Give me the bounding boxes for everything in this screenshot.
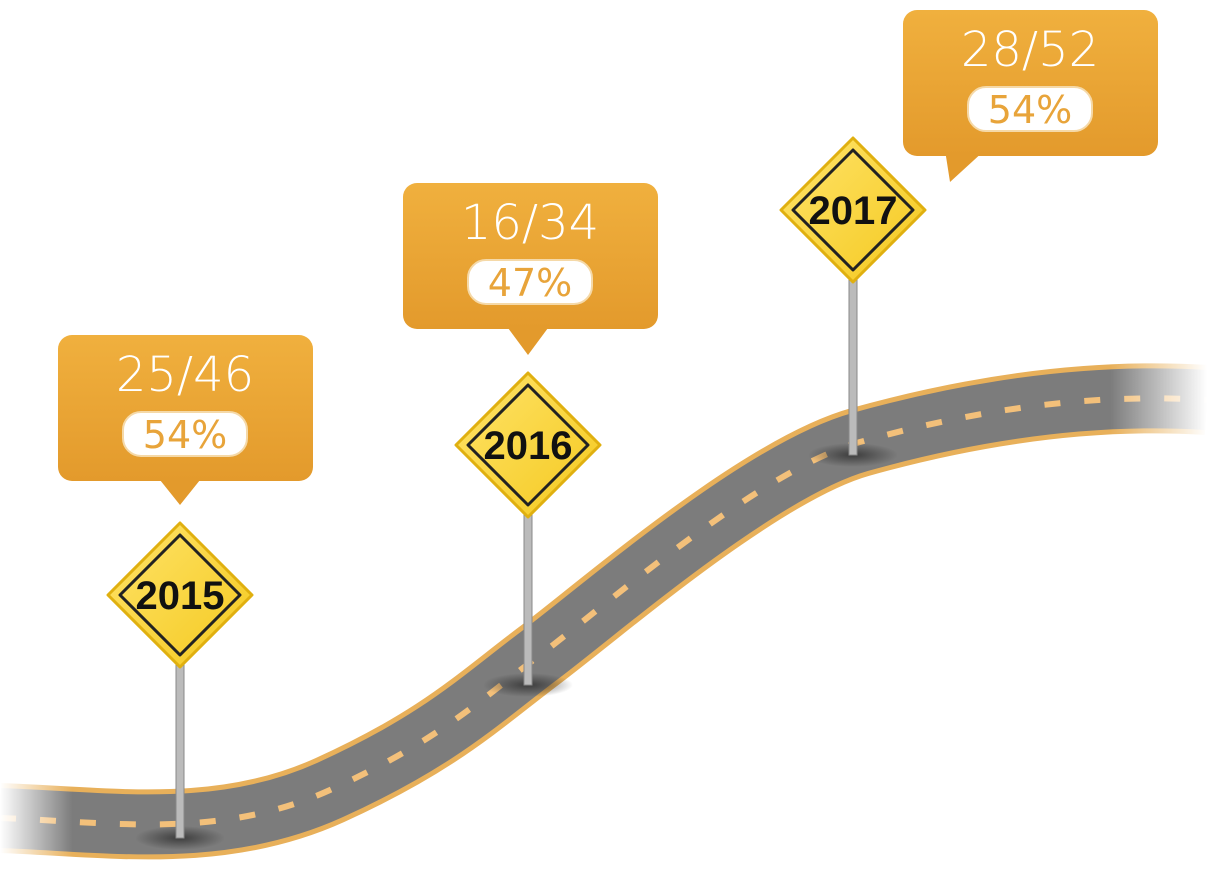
sign-border <box>118 533 242 657</box>
percent-pill <box>967 86 1093 132</box>
post <box>848 269 858 456</box>
sign-year: 2015 <box>136 574 225 618</box>
percent: 47% <box>488 261 572 305</box>
post <box>523 504 533 686</box>
ratio: 16/34 <box>461 195 599 251</box>
sign-year: 2016 <box>484 424 573 468</box>
sign <box>106 521 254 669</box>
callout-tail <box>945 150 985 182</box>
percent-pill <box>122 411 248 457</box>
callout-tail <box>508 328 548 355</box>
post <box>175 654 185 839</box>
sign <box>779 136 927 284</box>
sign <box>454 371 602 519</box>
percent-pill <box>467 259 593 305</box>
ratio: 28/52 <box>961 22 1099 78</box>
callout <box>403 183 658 329</box>
ratio: 25/46 <box>116 347 254 403</box>
sign-border <box>791 148 915 272</box>
callout <box>903 10 1158 156</box>
sign-year: 2017 <box>809 189 898 233</box>
milestone: 2016 16/34 47% <box>403 183 658 697</box>
milestone: 2015 25/46 54% <box>58 335 313 850</box>
milestone: 2017 28/52 54% <box>779 10 1158 467</box>
sign-border <box>466 383 590 507</box>
percent: 54% <box>143 413 227 457</box>
callout-tail <box>160 480 200 505</box>
percent: 54% <box>988 88 1072 132</box>
callout <box>58 335 313 481</box>
